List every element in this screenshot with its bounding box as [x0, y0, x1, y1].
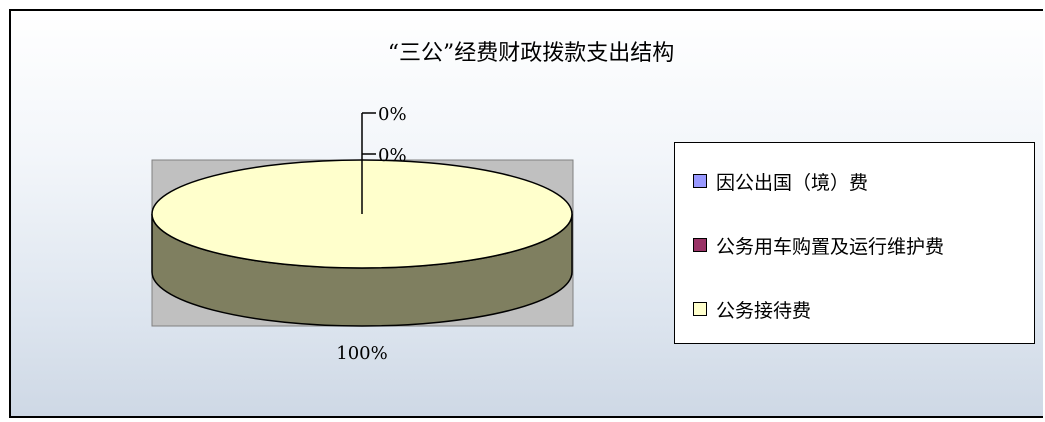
legend-item-vehicle: 公务用车购置及运行维护费	[693, 233, 945, 258]
legend: 因公出国（境）费 公务用车购置及运行维护费 公务接待费	[674, 142, 1035, 344]
chart-title: “三公”经费财政拨款支出结构	[388, 41, 675, 66]
legend-item-overseas-travel: 因公出国（境）费	[693, 169, 869, 194]
legend-swatch-reception	[693, 302, 707, 316]
legend-swatch-vehicle	[693, 238, 707, 252]
legend-label-overseas-travel: 因公出国（境）费	[716, 171, 869, 194]
data-label-overseas-travel: 0%	[378, 104, 407, 125]
data-label-vehicle: 0%	[378, 145, 407, 166]
legend-label-vehicle: 公务用车购置及运行维护费	[716, 235, 945, 258]
legend-item-reception: 公务接待费	[693, 297, 812, 322]
data-label-reception: 100%	[336, 343, 387, 364]
legend-label-reception: 公务接待费	[716, 299, 812, 322]
legend-swatch-overseas-travel	[693, 174, 707, 188]
